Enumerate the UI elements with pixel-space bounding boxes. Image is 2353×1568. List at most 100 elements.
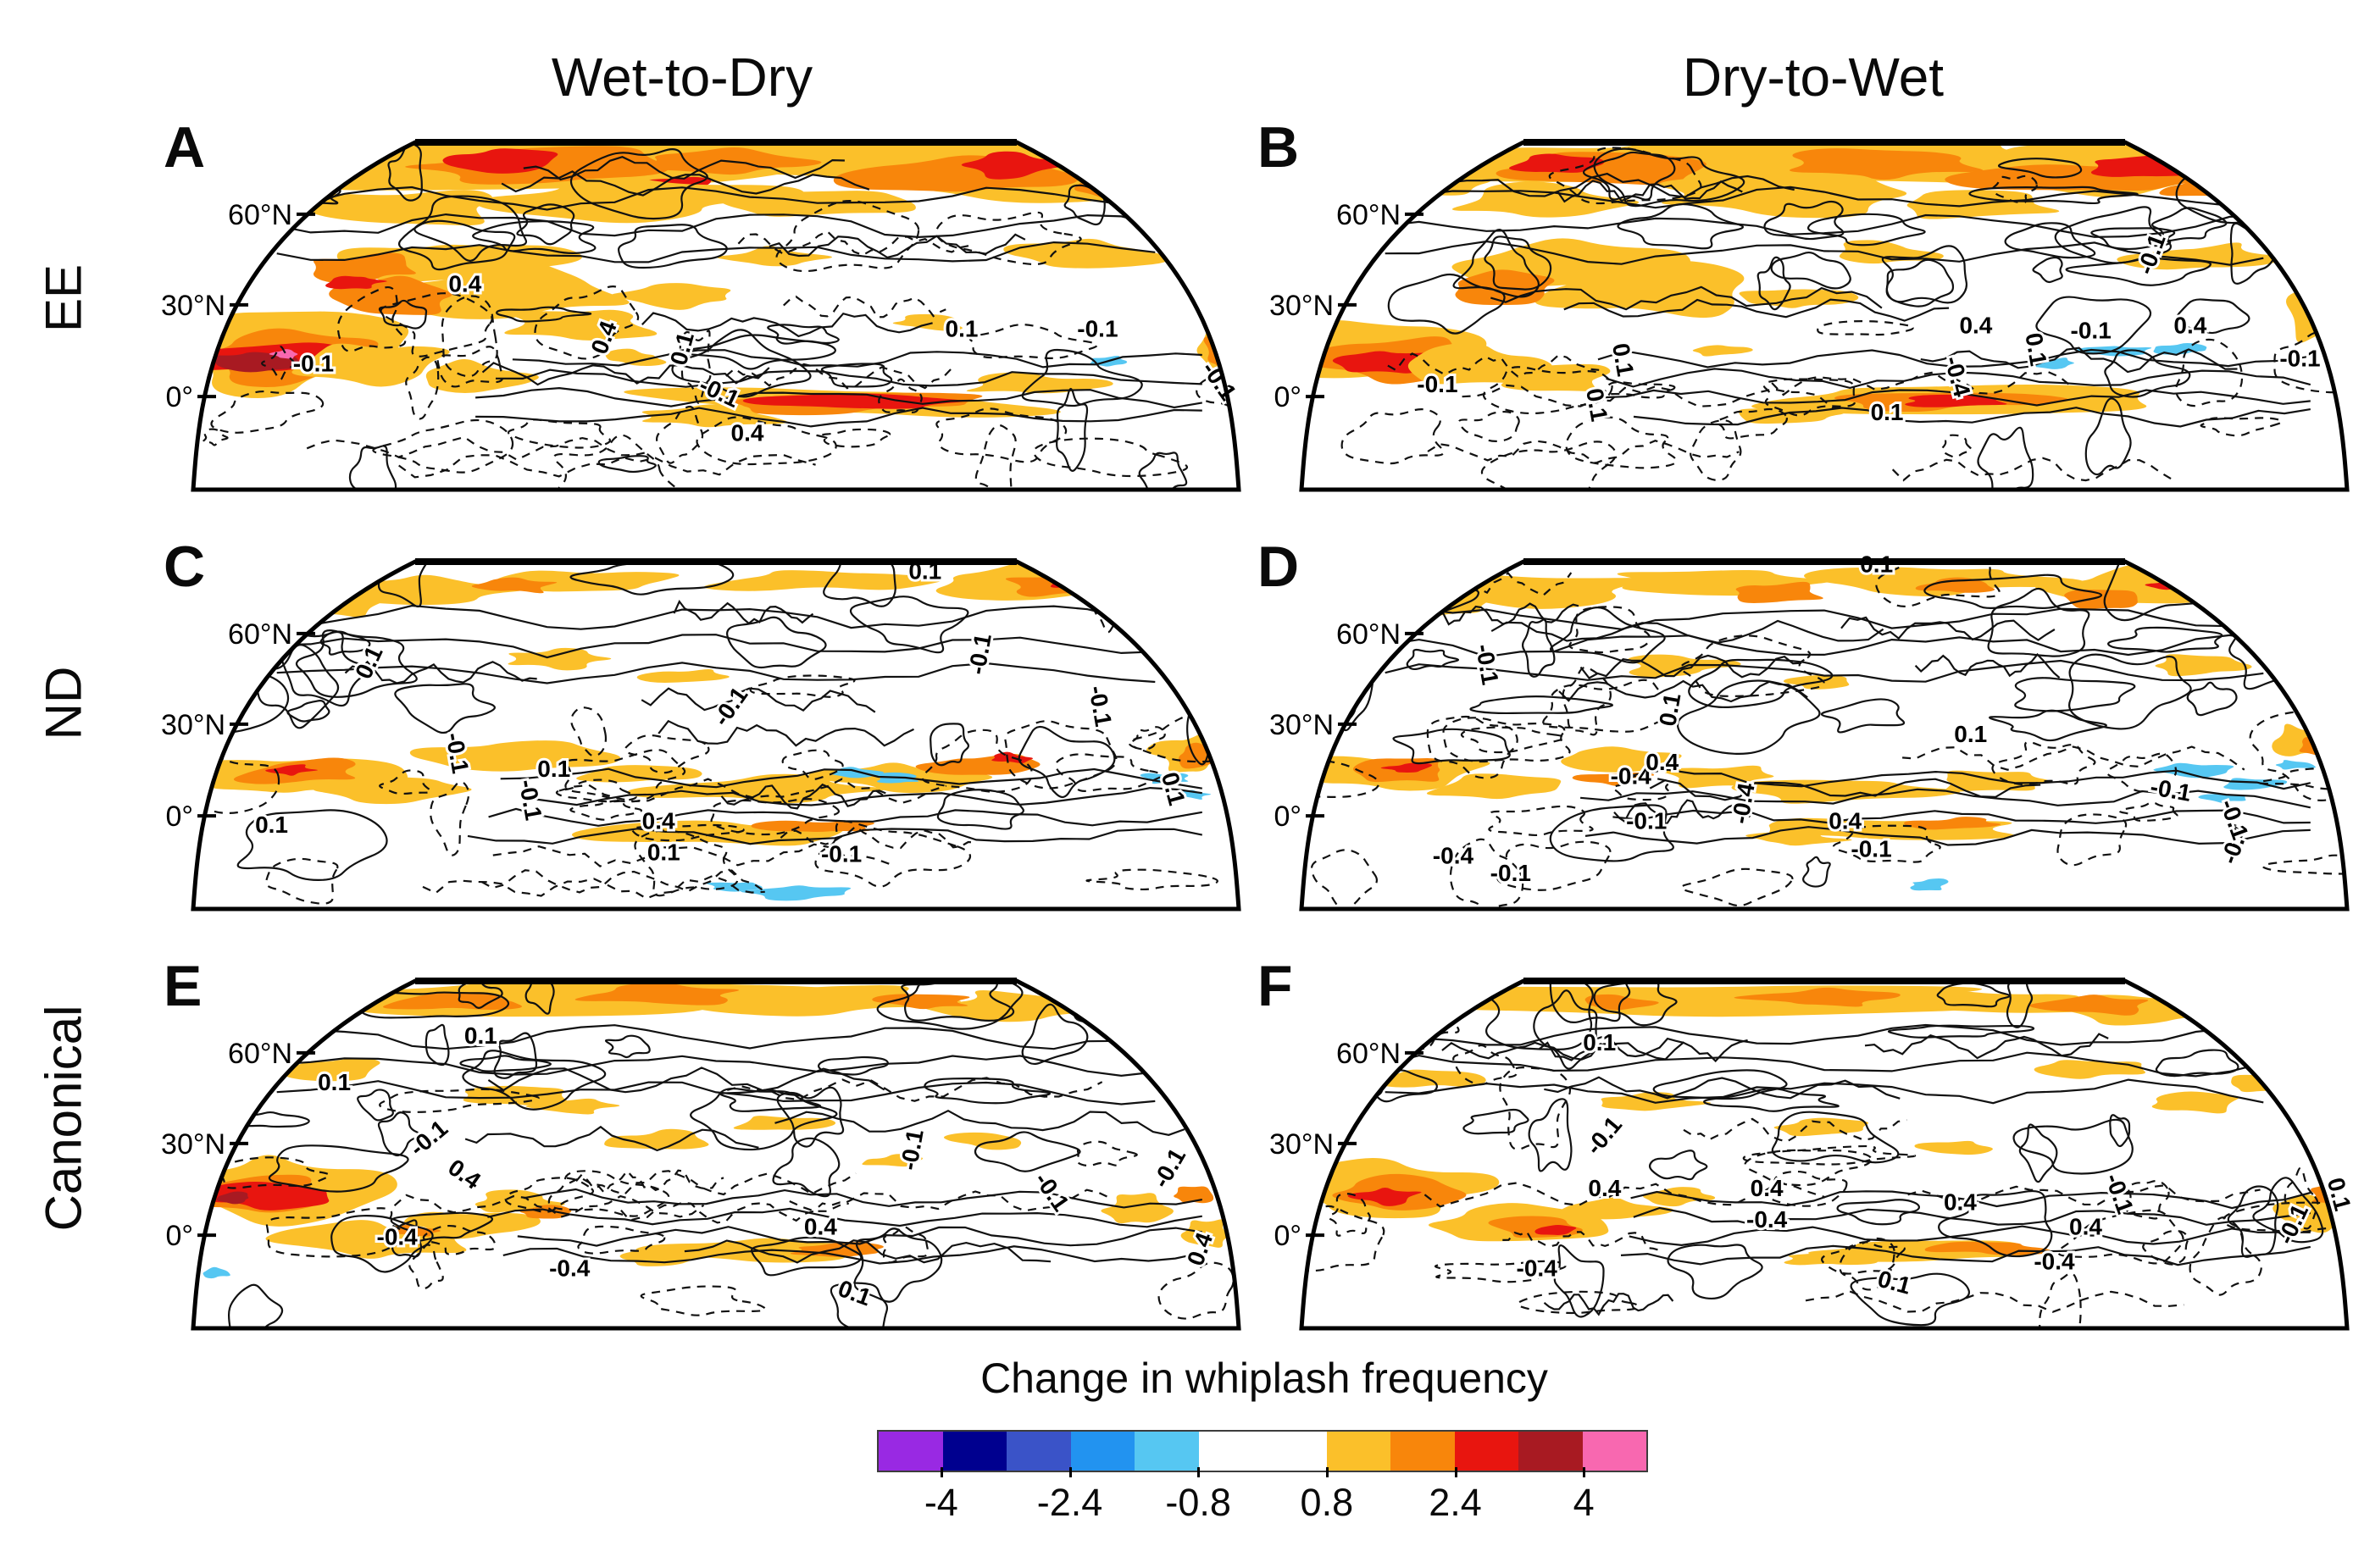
colorbar-tick-label: -4: [924, 1481, 958, 1524]
svg-text:0.4: 0.4: [642, 808, 675, 834]
lat-label: 0°: [1274, 801, 1301, 833]
lat-label: 0°: [165, 801, 193, 833]
colorbar-tick: [1068, 1467, 1072, 1477]
lat-label: 60°N: [228, 1038, 292, 1070]
map-svg-C: 0.1-0.1-0.10.1-0.10.40.1 -0.10.1-0.10.1-0…: [161, 556, 1241, 911]
lat-axis: 60°N 30°N 0°: [161, 618, 315, 833]
svg-text:0.1: 0.1: [1871, 399, 1904, 425]
colorbar-tick: [940, 1467, 943, 1477]
colorbar-segment: [1198, 1432, 1327, 1471]
lat-label: 30°N: [1269, 290, 1334, 322]
colorbar-segment: [1007, 1432, 1071, 1471]
colorbar-segment: [1454, 1432, 1518, 1471]
lat-label: 60°N: [1336, 618, 1401, 651]
column-title-dry-to-wet: Dry-to-Wet: [1682, 47, 1945, 108]
svg-text:-0.1: -0.1: [821, 841, 862, 867]
lat-label: 0°: [165, 1220, 193, 1252]
svg-text:-0.4: -0.4: [1433, 843, 1474, 869]
colorbar-tick-label: 2.4: [1429, 1481, 1482, 1524]
colorbar-tick-label: 0.8: [1300, 1481, 1354, 1524]
row-label-canonical: Canonical: [35, 1005, 92, 1232]
colorbar-segment: [1070, 1432, 1135, 1471]
lat-label: 60°N: [228, 199, 292, 231]
lat-label: 30°N: [161, 709, 225, 741]
map-panel-e: 0.1 0.1 -0.1 0.4 -0.4 -0.4 0.4 -0.1 -0.1 0.1 -0.1 0…: [142, 972, 1244, 1345]
lat-label: 60°N: [1336, 1038, 1401, 1070]
colorbar-tick-label: -2.4: [1036, 1481, 1103, 1524]
colorbar-segment: [879, 1432, 943, 1471]
svg-text:-0.1: -0.1: [2279, 345, 2320, 371]
svg-text:-0.1: -0.1: [2071, 318, 2112, 344]
colorbar-tick-label: -0.8: [1165, 1481, 1231, 1524]
row-label-ee: EE: [35, 263, 92, 333]
lat-axis: 60°N 30°N 0°: [1269, 199, 1423, 413]
panel-letter-b: B: [1257, 115, 1300, 180]
lat-label: 0°: [1274, 1220, 1301, 1252]
svg-text:0.1: 0.1: [1607, 341, 1639, 379]
svg-text:0.1: 0.1: [2322, 1175, 2352, 1214]
fill-layer: [1301, 985, 2347, 1266]
svg-text:-0.1: -0.1: [1417, 371, 1457, 397]
svg-text:-0.4: -0.4: [2034, 1248, 2075, 1274]
map-face: [193, 562, 1239, 909]
row-label-nd: ND: [35, 666, 92, 740]
colorbar-segment: [1326, 1432, 1390, 1471]
colorbar-tick-label: 4: [1573, 1481, 1595, 1524]
colorbar-segment: [1135, 1432, 1199, 1471]
lat-axis: 60°N 30°N 0°: [161, 1038, 315, 1252]
svg-text:-0.1: -0.1: [1490, 860, 1531, 886]
svg-text:-0.4: -0.4: [1611, 762, 1652, 789]
svg-text:0.4: 0.4: [2173, 313, 2206, 339]
lat-axis: 60°N 30°N 0°: [1269, 618, 1423, 833]
colorbar-tick: [1583, 1467, 1586, 1477]
panel-letter-d: D: [1257, 535, 1300, 599]
panel-letter-f: F: [1257, 954, 1293, 1018]
map-svg-B: -0.10.10.10.4-0.40.1-0.10.1-0.1-0.10.460…: [1269, 139, 2350, 492]
svg-text:0.1: 0.1: [1583, 1029, 1616, 1055]
svg-text:0.4: 0.4: [448, 270, 481, 296]
svg-text:0.1: 0.1: [1954, 721, 1987, 747]
svg-text:0.1: 0.1: [537, 756, 570, 782]
svg-text:0.4: 0.4: [804, 1213, 837, 1239]
svg-text:0.1: 0.1: [318, 1069, 351, 1095]
colorbar-segment: [1390, 1432, 1455, 1471]
svg-text:0.4: 0.4: [1959, 313, 1992, 339]
map-panel-c: 0.1 -0.1 -0.1 0.1 -0.1 0.4 0.1 -0.1 0.1 -0.1 0.1 -0…: [142, 553, 1244, 926]
svg-text:-0.1: -0.1: [293, 351, 334, 377]
panel-letter-c: C: [164, 535, 206, 599]
lat-label: 0°: [1274, 381, 1301, 413]
colorbar: [877, 1430, 1648, 1472]
svg-text:0.4: 0.4: [2069, 1213, 2102, 1239]
svg-text:0.1: 0.1: [255, 812, 288, 838]
svg-text:-0.4: -0.4: [1517, 1255, 1558, 1282]
svg-text:0.4: 0.4: [1588, 1175, 1621, 1201]
lat-label: 30°N: [1269, 1128, 1334, 1161]
svg-text:0.4: 0.4: [731, 420, 764, 446]
map-panel-d: 0.1 -0.1 0.1 -0.4 -0.1 0.4 0.4 -0.1 0.1 -0.4 -0.1-…: [1251, 548, 2352, 926]
lat-label: 0°: [165, 381, 193, 413]
svg-text:0.1: 0.1: [946, 316, 979, 342]
lat-label: 30°N: [1269, 709, 1334, 741]
panel-letter-e: E: [164, 954, 203, 1018]
contour-layer: [202, 142, 1239, 490]
svg-text:-0.4: -0.4: [377, 1224, 419, 1250]
colorbar-segment: [1582, 1432, 1646, 1471]
svg-text:-0.4: -0.4: [549, 1255, 591, 1282]
colorbar-tick: [1454, 1467, 1457, 1477]
colorbar-tick: [1325, 1467, 1329, 1477]
lat-label: 30°N: [161, 1128, 225, 1161]
panel-letter-a: A: [164, 115, 206, 180]
lat-axis: 60°N 30°N 0°: [161, 199, 315, 413]
svg-text:0.1: 0.1: [1860, 553, 1893, 577]
map-panel-a: 0.4 -0.1 0.1 0.4 0.1 -0.1 0.4 -0.1 -0.1 60°N 30°N 0…: [142, 134, 1244, 507]
svg-text:-0.4: -0.4: [1746, 1206, 1788, 1233]
map-svg-F: 0.1-0.10.4 0.4-0.4-0.40.40.4-0.1-0.40.1-0…: [1269, 978, 2353, 1331]
colorbar-segment: [1518, 1432, 1583, 1471]
map-svg-A: 0.4-0.1 0.10.4 0.1 -0.10.4-0.1 -0.160°N30°N0…: [161, 139, 1244, 492]
svg-text:0.4: 0.4: [1944, 1189, 1977, 1216]
svg-text:0.4: 0.4: [1751, 1175, 1784, 1201]
svg-text:-0.1: -0.1: [1077, 316, 1118, 342]
lat-label: 30°N: [161, 290, 225, 322]
colorbar-segment: [942, 1432, 1007, 1471]
